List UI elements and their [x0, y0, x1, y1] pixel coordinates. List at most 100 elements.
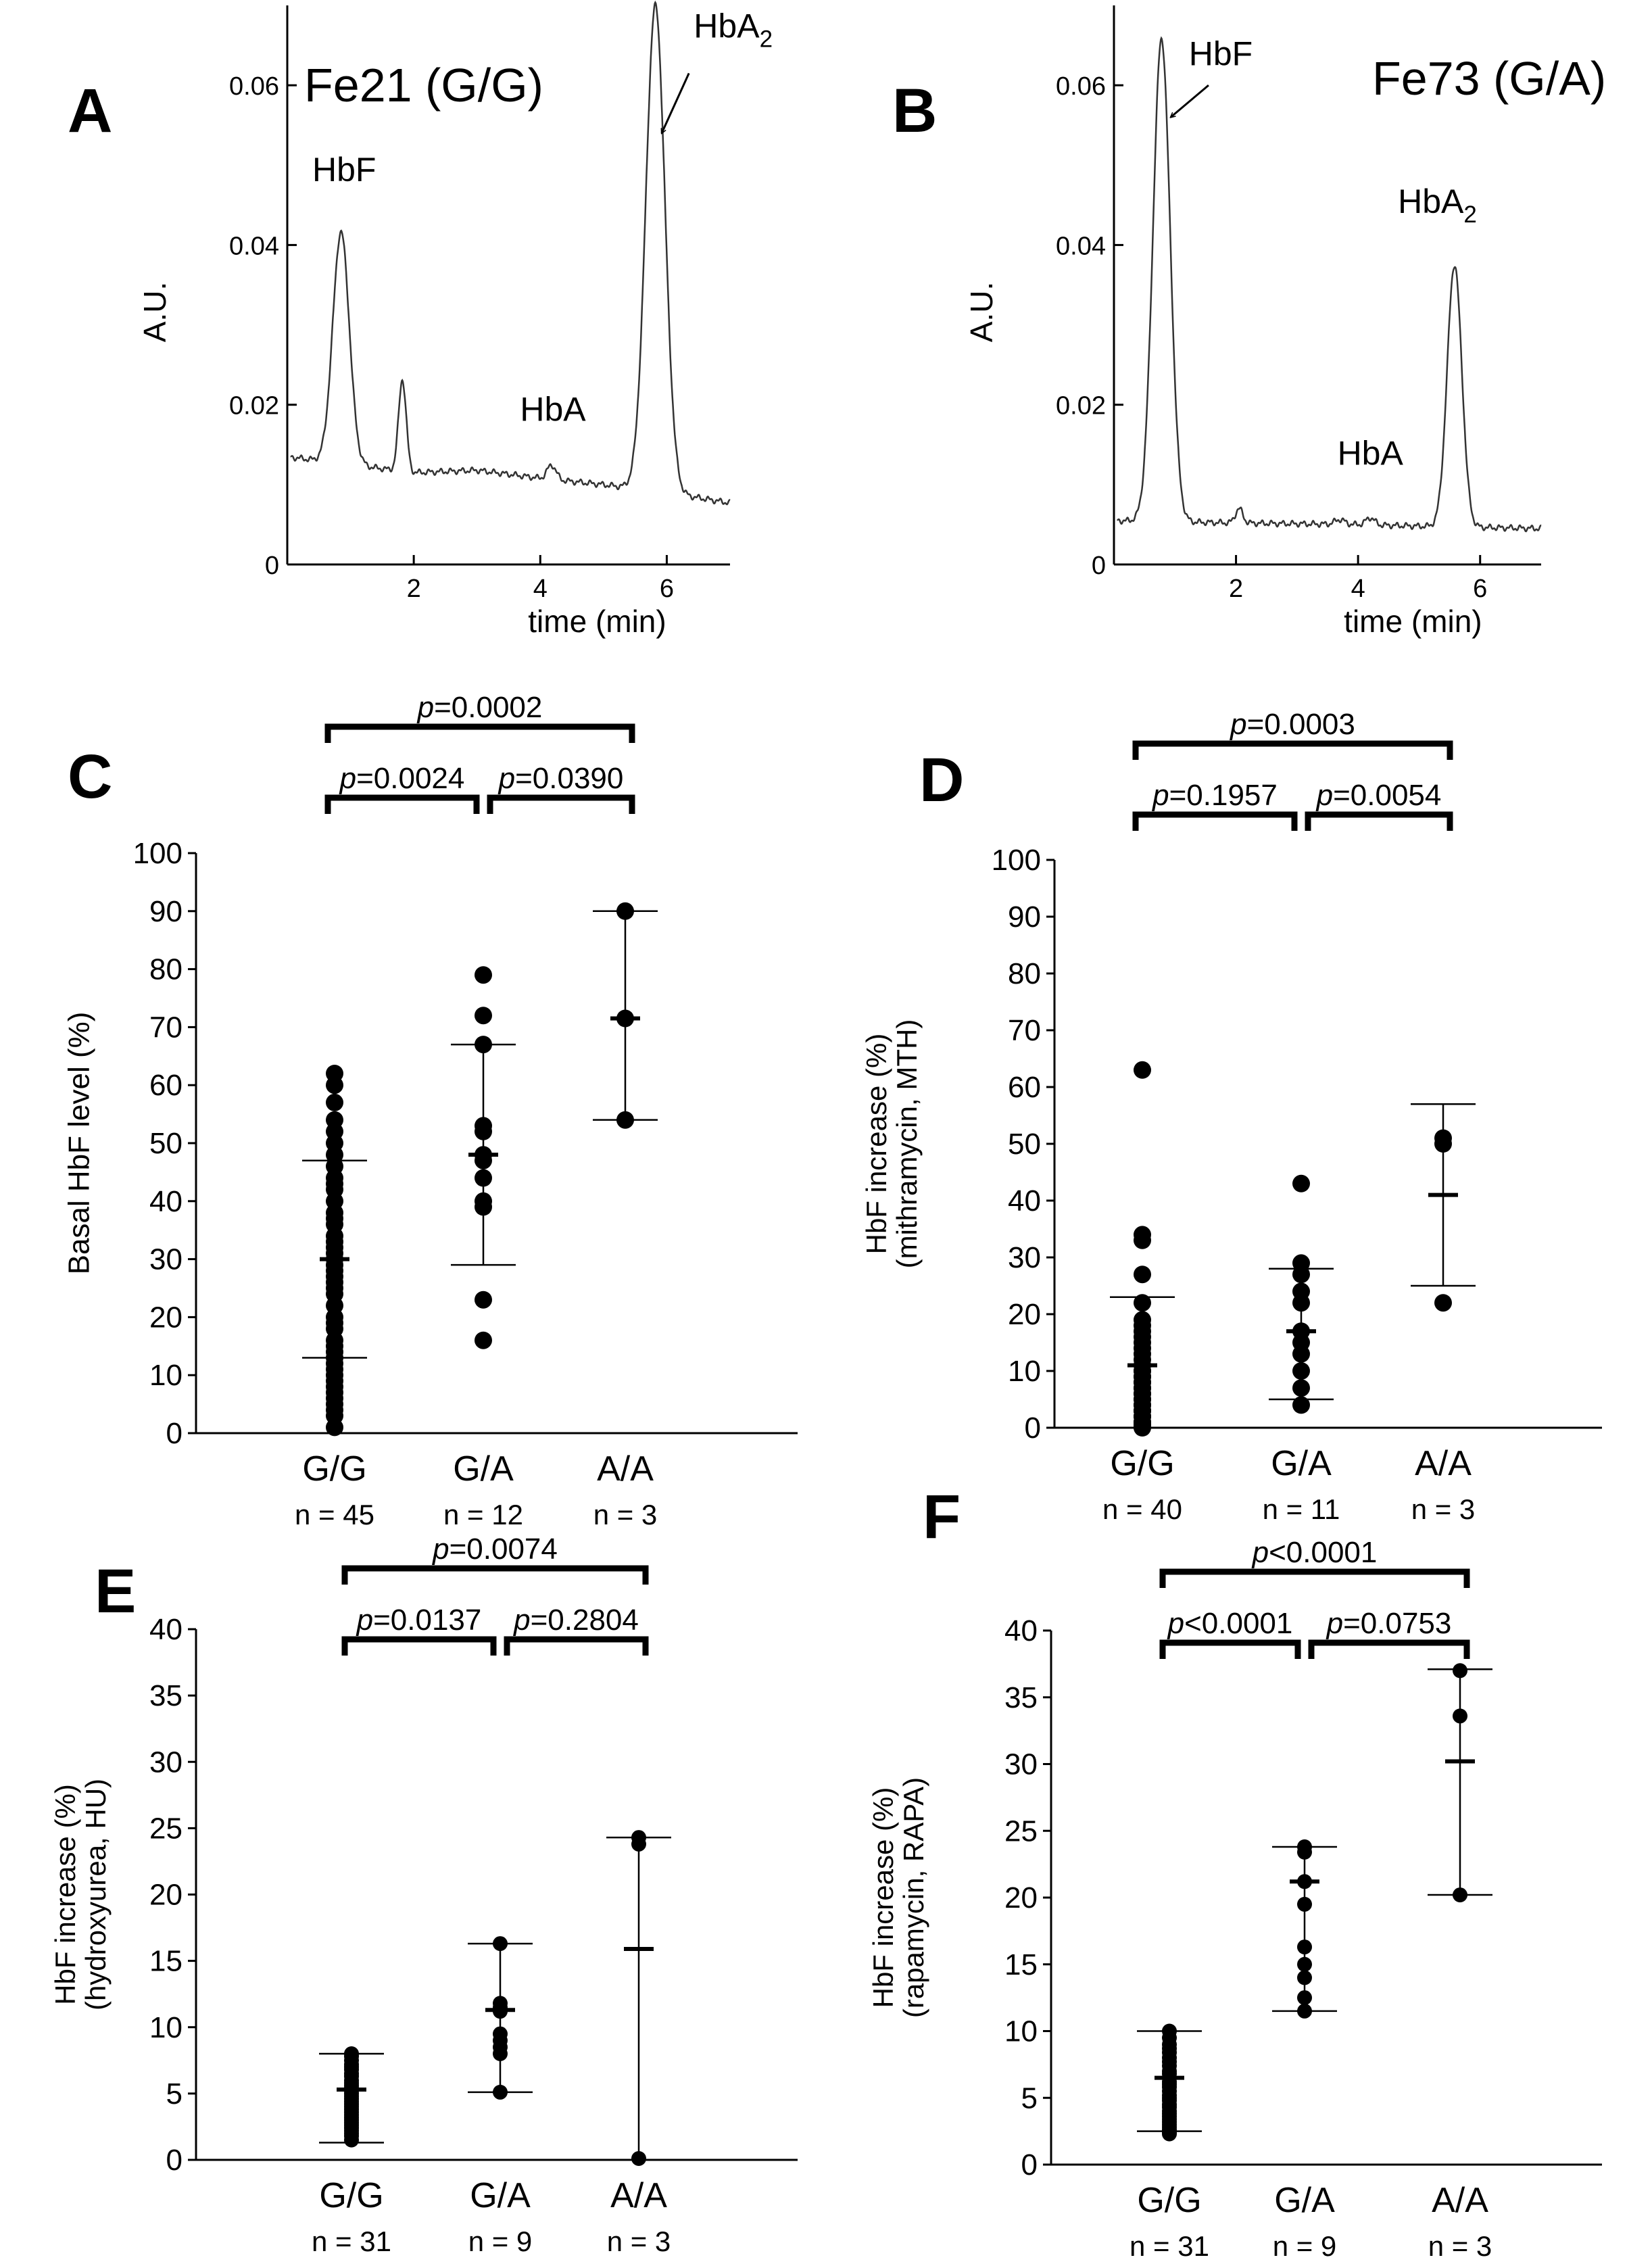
- y-tick-label-c-0: 0: [166, 1417, 183, 1450]
- p-symbol: p: [1251, 1536, 1269, 1569]
- data-point-c-1-4: [475, 1122, 492, 1140]
- panel-letter-b: B: [892, 76, 937, 145]
- peak-label-b-1-sub: 2: [1463, 201, 1476, 228]
- y-tick-label-c-8: 80: [149, 953, 183, 986]
- data-point-c-1-11: [475, 1331, 492, 1349]
- data-point-e-1-7: [493, 2046, 508, 2061]
- y-axis-sublabel-e: (hydroxyurea, HU): [80, 1779, 112, 2010]
- y-tick-label-f-2: 10: [1004, 2015, 1038, 2048]
- y-tick-label-f-6: 30: [1004, 1748, 1038, 1781]
- y-tick-label-a-2: 0.04: [229, 232, 279, 260]
- p-symbol: p: [339, 762, 356, 795]
- y-tick-label-d-4: 40: [1008, 1184, 1041, 1218]
- p-value-label-c-2: p=0.0390: [497, 762, 624, 795]
- y-tick-label-d-9: 90: [1008, 900, 1041, 934]
- peak-label-a-2-main: HbA: [694, 7, 760, 45]
- dotplot-panel-c: 0 10 20 30 40 50 60 70 80 90 100 Basal HbF level (%…: [63, 691, 798, 1530]
- p-value-label-c-0: p=0.0002: [416, 691, 543, 724]
- data-point-e-1-3: [493, 2004, 508, 2019]
- p-value-label-d-1: p=0.1957: [1151, 779, 1278, 812]
- data-point-e-2-2: [631, 2151, 646, 2166]
- y-axis-label-d: HbF increase (%): [860, 1034, 892, 1255]
- peak-arrow-a-2: [662, 72, 690, 133]
- data-point-e-1-8: [493, 2084, 508, 2100]
- data-point-c-1-1: [475, 1007, 492, 1025]
- significance-bracket-e-1: [341, 1636, 497, 1656]
- peak-arrow-b-0: [1171, 84, 1209, 117]
- y-tick-label-e-2: 10: [149, 2011, 183, 2044]
- p-symbol: p: [1151, 779, 1169, 812]
- peak-label-a-0-main: HbF: [312, 151, 376, 189]
- p-value: <0.0001: [1269, 1536, 1377, 1569]
- peak-label-a-1: HbA: [520, 390, 586, 428]
- p-value: =0.0753: [1343, 1607, 1451, 1640]
- data-point-e-1-0: [493, 1936, 508, 1952]
- y-tick-label-f-7: 35: [1004, 1681, 1038, 1714]
- y-axis-sublabel-f: (rapamycin, RAPA): [898, 1777, 929, 2018]
- chromatogram-trace-a: [290, 0, 731, 506]
- significance-bracket-e-0: [341, 1565, 649, 1585]
- peak-label-a-2-sub: 2: [760, 26, 773, 52]
- y-tick-label-d-0: 0: [1025, 1412, 1041, 1445]
- significance-bracket-c-2: [487, 794, 635, 814]
- significance-bracket-d-0: [1132, 740, 1453, 760]
- data-point-f-0-30: [1162, 2126, 1177, 2142]
- significance-bracket-e-2: [504, 1636, 649, 1656]
- peak-label-b-1: HbA2: [1398, 183, 1477, 228]
- n-label-d-0: n = 40: [1102, 1493, 1182, 1525]
- category-label-f-1: G/A: [1274, 2181, 1335, 2220]
- n-label-c-0: n = 45: [295, 1499, 374, 1530]
- significance-bracket-f-2: [1308, 1639, 1470, 1659]
- category-label-f-0: G/G: [1137, 2181, 1201, 2220]
- data-point-c-0-1: [326, 1076, 343, 1094]
- peak-label-b-2: HbA: [1338, 434, 1404, 472]
- n-label-e-0: n = 31: [312, 2225, 391, 2257]
- p-symbol: p: [497, 762, 515, 795]
- x-axis-label-a: time (min): [528, 604, 666, 639]
- y-tick-label-d-6: 60: [1008, 1071, 1041, 1104]
- y-tick-label-c-2: 20: [149, 1301, 183, 1334]
- y-tick-label-e-7: 35: [149, 1679, 183, 1712]
- p-value-label-f-1: p<0.0001: [1167, 1607, 1293, 1640]
- y-tick-label-c-4: 40: [149, 1185, 183, 1218]
- n-label-f-0: n = 31: [1129, 2230, 1209, 2262]
- y-tick-label-f-8: 40: [1004, 1614, 1038, 1647]
- panel-letter-c: C: [68, 742, 112, 811]
- p-symbol: p: [1315, 779, 1333, 812]
- y-axis-label-f: HbF increase (%): [867, 1787, 899, 2008]
- y-axis-label-b: A.U.: [964, 282, 999, 342]
- data-point-f-1-5: [1297, 1956, 1312, 1972]
- n-label-d-2: n = 3: [1411, 1493, 1476, 1525]
- y-tick-label-e-1: 5: [166, 2077, 183, 2111]
- data-point-f-2-0: [1453, 1663, 1467, 1679]
- y-tick-label-d-8: 80: [1008, 957, 1041, 990]
- data-point-c-2-0: [616, 902, 634, 920]
- data-point-c-1-7: [475, 1169, 492, 1187]
- p-symbol: p: [512, 1604, 530, 1637]
- p-symbol: p: [356, 1604, 373, 1637]
- p-value: =0.0137: [373, 1604, 481, 1637]
- n-label-f-1: n = 9: [1273, 2230, 1337, 2262]
- n-label-e-2: n = 3: [607, 2225, 671, 2257]
- y-tick-label-e-8: 40: [149, 1613, 183, 1646]
- data-point-c-1-10: [475, 1291, 492, 1309]
- dotplot-panel-d: 0 10 20 30 40 50 60 70 80 90 100 HbF increase (%)(m…: [860, 708, 1602, 1525]
- y-tick-label-b-1: 0.02: [1056, 392, 1106, 420]
- n-label-c-1: n = 12: [443, 1499, 523, 1530]
- data-point-d-1-4: [1292, 1294, 1310, 1312]
- y-tick-label-a-3: 0.06: [229, 72, 279, 101]
- p-value: =0.2804: [531, 1604, 639, 1637]
- y-axis-sublabel-d: (mithramycin, MTH): [891, 1019, 923, 1269]
- y-tick-label-c-7: 70: [149, 1011, 183, 1044]
- y-tick-label-e-0: 0: [166, 2144, 183, 2177]
- category-label-c-1: G/A: [453, 1449, 514, 1489]
- data-point-d-0-0: [1134, 1061, 1151, 1079]
- data-point-c-1-9: [475, 1198, 492, 1216]
- y-tick-label-d-5: 50: [1008, 1128, 1041, 1161]
- p-value: =0.0003: [1247, 708, 1355, 741]
- y-tick-label-d-7: 70: [1008, 1014, 1041, 1047]
- peak-label-b-2-main: HbA: [1338, 434, 1404, 472]
- dotplot-panel-e: 0 5 10 15 20 25 30 35 40 HbF increase (%)(hydroxy…: [49, 1533, 798, 2257]
- data-point-c-2-1: [616, 1009, 634, 1028]
